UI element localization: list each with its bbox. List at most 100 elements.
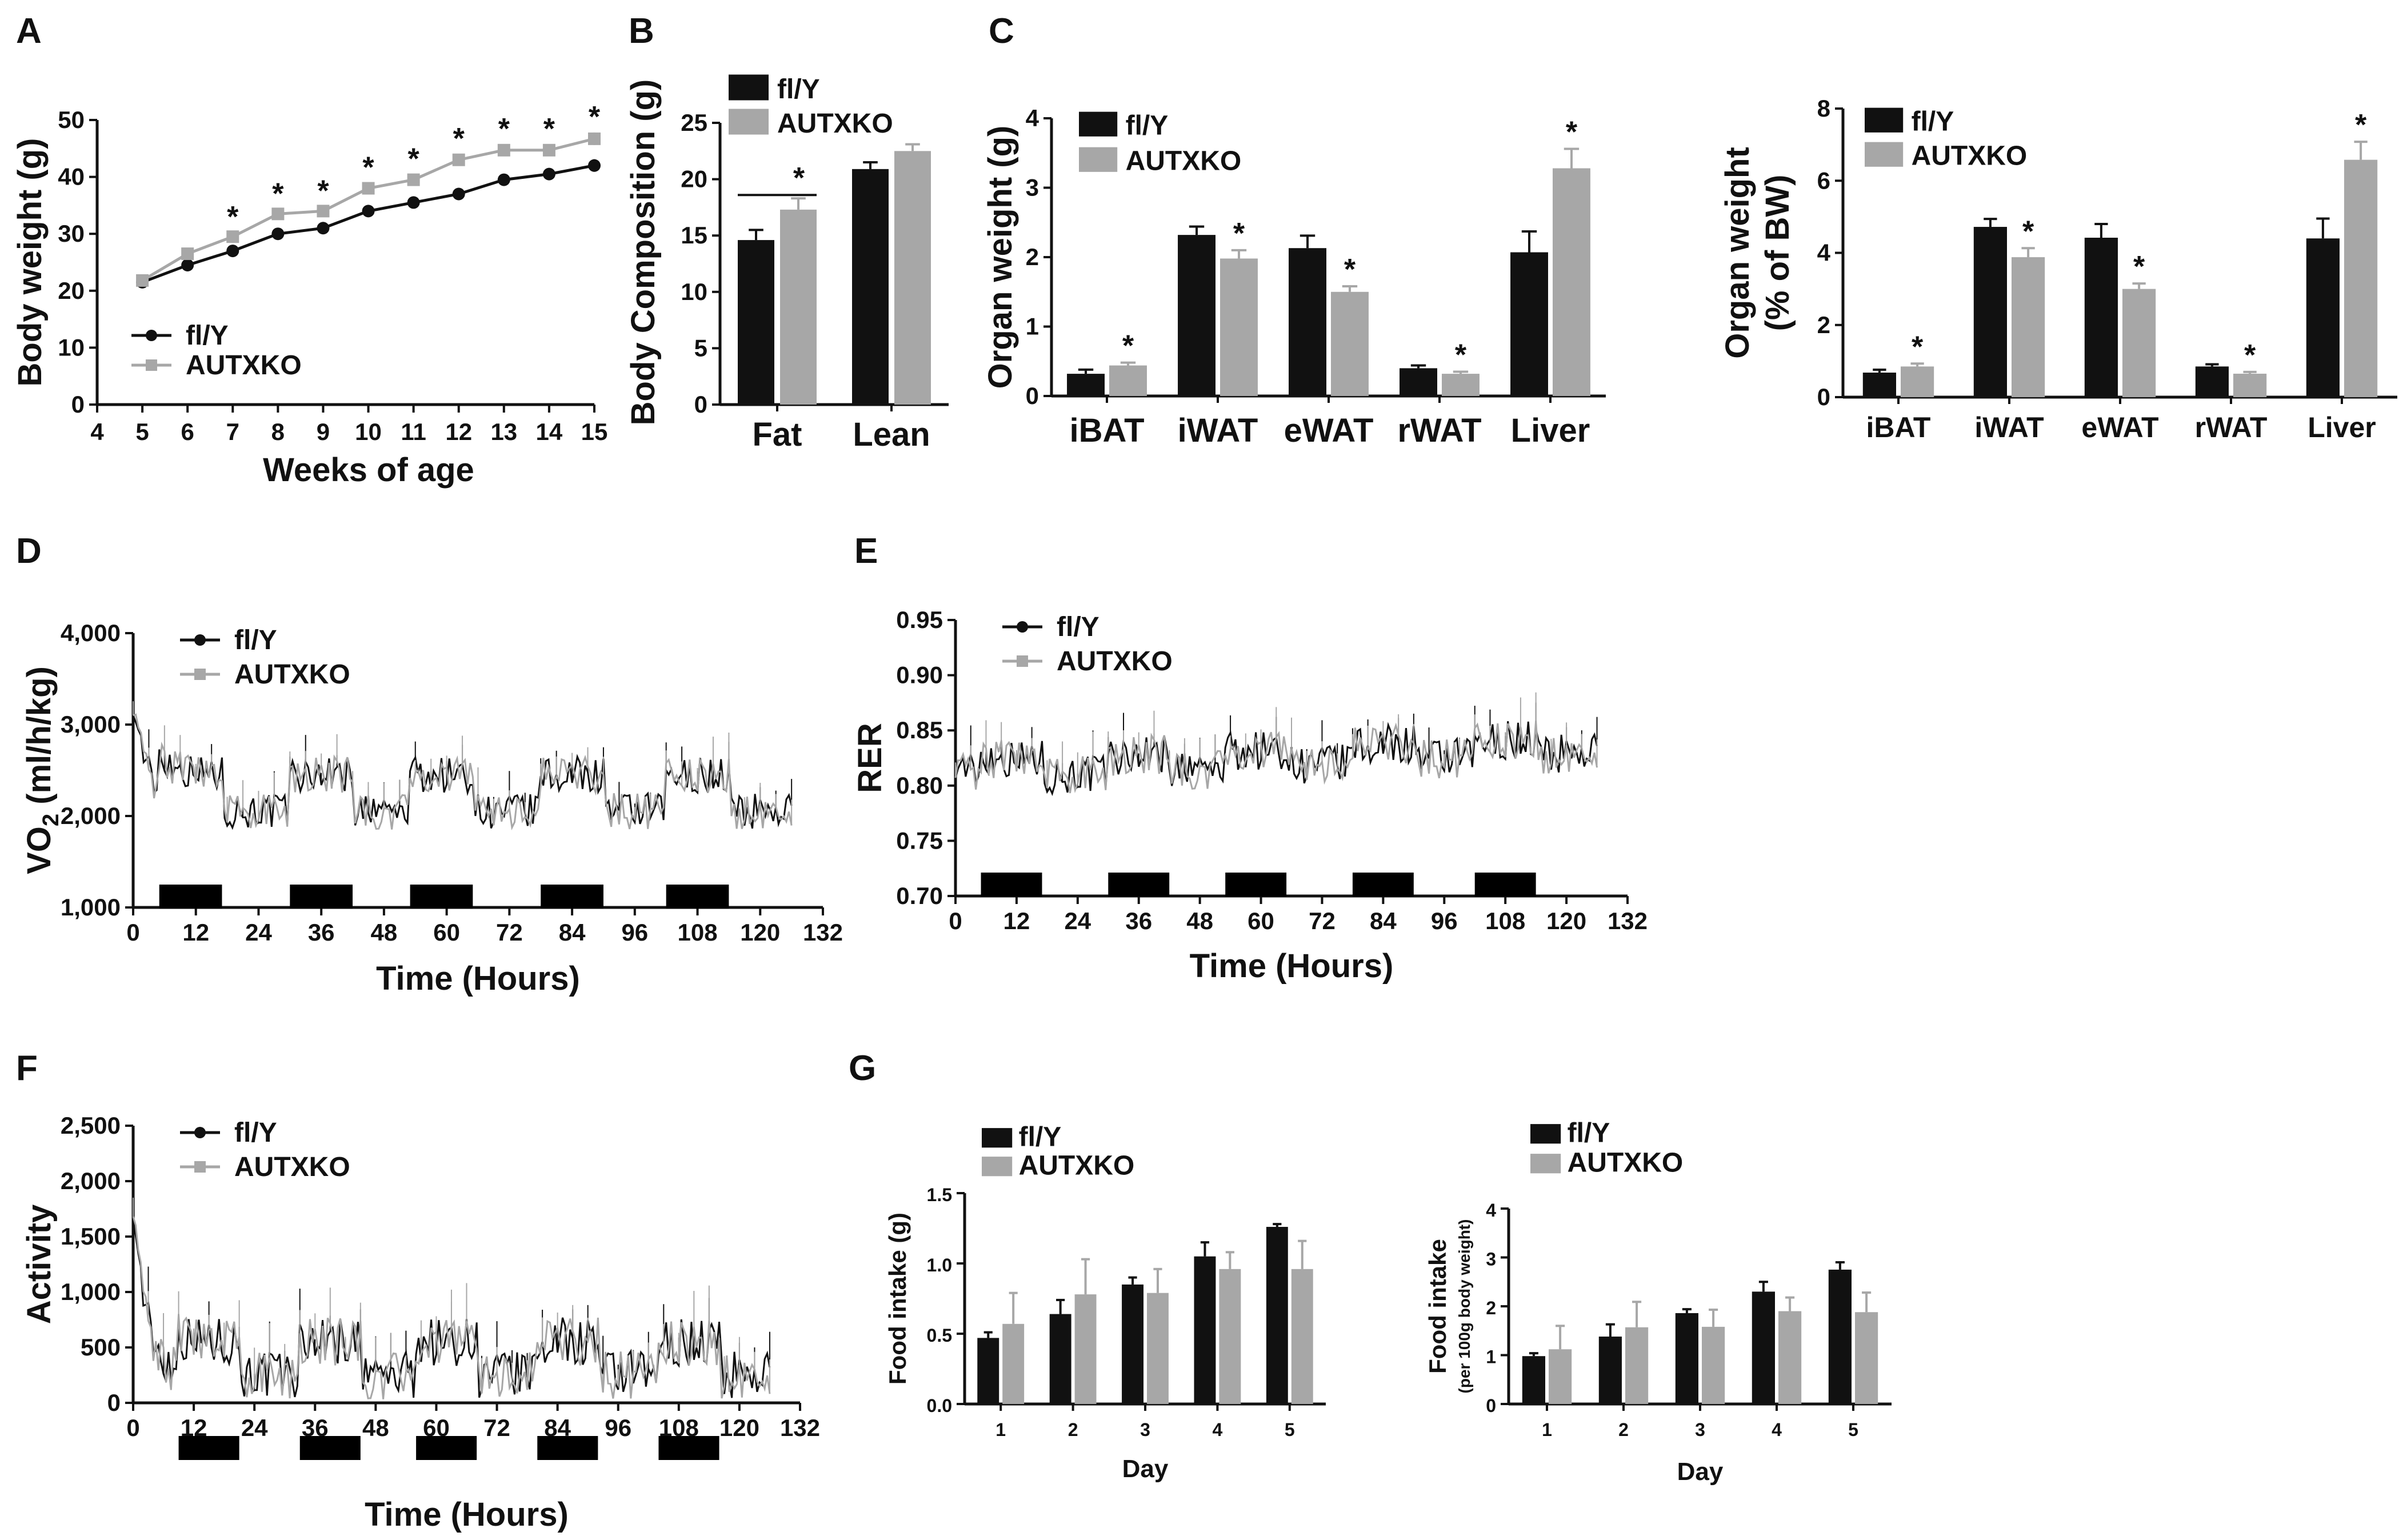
data-point	[226, 245, 239, 258]
x-tick-label: 0	[126, 1414, 139, 1441]
legend-label: fl/Y	[234, 625, 277, 655]
panel-letter: C	[989, 11, 1014, 51]
y-axis-title: RER	[851, 723, 889, 793]
y-axis-title: Body weight (g)	[11, 138, 49, 387]
y-tick-label: 3	[1486, 1249, 1496, 1270]
dark-phase-bar	[416, 1436, 477, 1460]
dark-phase-bar	[981, 873, 1042, 897]
y-tick-label: 0	[1817, 383, 1830, 410]
x-tick-label: 48	[1186, 907, 1213, 934]
bar	[1510, 252, 1548, 396]
y-tick-label: 2	[1026, 243, 1039, 270]
dark-phase-bar	[299, 1436, 361, 1460]
bar	[2306, 238, 2340, 397]
y-tick-label: 500	[81, 1334, 121, 1361]
y-tick-label: 10	[681, 278, 707, 305]
bar	[2233, 373, 2267, 397]
x-tick-label: iBAT	[1866, 411, 1931, 443]
y-tick-label: 2,500	[61, 1112, 121, 1139]
dark-phase-bar	[666, 885, 729, 909]
data-point	[317, 205, 330, 218]
x-tick-label: 120	[1546, 907, 1586, 934]
bar	[1522, 1356, 1545, 1404]
x-tick-label: Fat	[753, 416, 802, 453]
legend-label: fl/Y	[1019, 1122, 1062, 1153]
x-tick-label: 36	[1125, 907, 1152, 934]
x-tick-label: 1	[995, 1419, 1006, 1440]
bar	[1625, 1327, 1649, 1404]
bar	[1973, 227, 2007, 397]
y-tick-label: 1.5	[927, 1185, 952, 1205]
data-point	[497, 143, 510, 157]
legend-label: AUTXKO	[1568, 1148, 1684, 1178]
x-tick-label: 96	[621, 919, 648, 946]
y-tick-label: 2	[1486, 1298, 1496, 1318]
legend-swatch	[729, 74, 769, 101]
x-axis-title: Time (Hours)	[365, 1496, 569, 1533]
x-tick-label: 12	[1003, 907, 1030, 934]
dark-phase-bar	[1474, 873, 1536, 897]
y-tick-label: 3	[1026, 174, 1039, 201]
y-tick-label: 0.0	[927, 1395, 952, 1416]
legend-label: AUTXKO	[777, 109, 893, 139]
significance-star: *	[498, 113, 510, 146]
legend-label: fl/Y	[1126, 110, 1169, 141]
legend-swatch	[982, 1157, 1013, 1177]
data-point	[271, 207, 285, 221]
x-tick-label: 96	[1431, 907, 1458, 934]
x-tick-label: 132	[780, 1414, 820, 1441]
dark-phase-bar	[537, 1436, 598, 1460]
y-tick-label: 3,000	[61, 711, 121, 738]
y-axis-title-subscript: 2	[38, 814, 63, 826]
y-tick-label: 0.75	[896, 827, 943, 854]
x-tick-label: 96	[605, 1414, 631, 1441]
bar	[1828, 1269, 1852, 1404]
x-tick-label: rWAT	[2195, 411, 2268, 443]
y-tick-label: 0.95	[896, 606, 943, 633]
data-point	[452, 153, 465, 166]
significance-star: *	[362, 151, 374, 185]
x-axis-title: Weeks of age	[263, 451, 474, 489]
bar	[1855, 1312, 1878, 1404]
y-tick-label: 20	[681, 166, 707, 193]
x-tick-label: 4	[1213, 1419, 1223, 1440]
y-tick-label: 5	[694, 334, 707, 361]
x-tick-label: Liver	[2308, 411, 2376, 443]
y-tick-label: 30	[58, 220, 85, 247]
panel-C1: 0 1 2 3 4 * iBAT * iWAT * eWAT * rWAT * Liver Organ wei…	[982, 105, 1606, 449]
legend-marker	[1017, 655, 1028, 667]
data-point	[542, 143, 555, 157]
y-axis-title-sub: (per 100g body weight)	[1456, 1219, 1473, 1394]
legend-marker	[194, 1127, 206, 1138]
x-tick-label: 4	[90, 418, 104, 445]
data-point	[317, 222, 330, 235]
data-point	[226, 230, 239, 243]
y-tick-label: 0	[1026, 382, 1039, 409]
significance-star: *	[1912, 330, 1924, 363]
significance-star: *	[1344, 253, 1356, 286]
y-axis-title: Food intake	[1424, 1239, 1451, 1374]
x-tick-label: 13	[490, 418, 517, 445]
x-tick-label: 14	[536, 418, 563, 445]
significance-star: *	[317, 174, 329, 207]
bar	[1266, 1227, 1288, 1404]
bar	[1598, 1337, 1622, 1404]
significance-star: *	[1122, 330, 1134, 363]
bar	[1291, 1269, 1313, 1404]
y-tick-label: 1.0	[927, 1255, 952, 1275]
bar	[1122, 1284, 1143, 1404]
dark-phase-bar	[410, 885, 473, 909]
y-tick-label: 0.70	[896, 882, 943, 909]
bar	[1442, 374, 1480, 396]
significance-star: *	[1233, 217, 1245, 250]
y-tick-label: 4	[1486, 1200, 1496, 1221]
y-tick-label: 8	[1817, 95, 1830, 122]
bar	[1862, 373, 1896, 397]
panel-letters: A B C D E F G	[16, 11, 1014, 1088]
x-tick-label: 48	[371, 919, 398, 946]
bar	[1067, 374, 1105, 396]
significance-star: *	[453, 122, 465, 155]
legend-label: fl/Y	[1912, 106, 1954, 137]
x-tick-label: 10	[355, 418, 382, 445]
